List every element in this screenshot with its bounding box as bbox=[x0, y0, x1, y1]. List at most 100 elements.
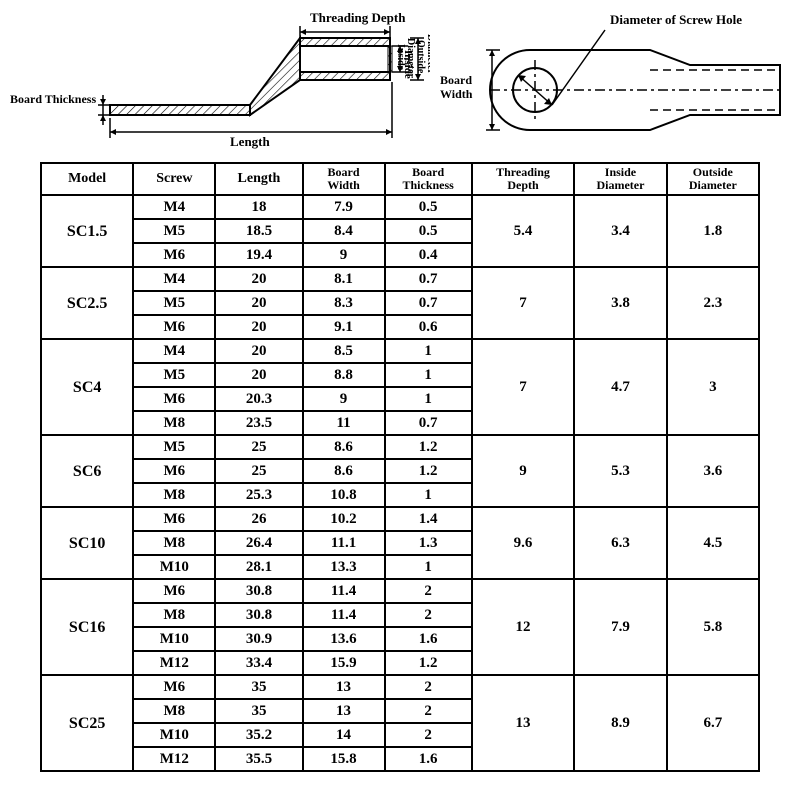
cell-model: SC25 bbox=[41, 675, 133, 771]
cell-board_width: 13.3 bbox=[303, 555, 385, 579]
cell-board_thickness: 1.6 bbox=[385, 747, 472, 771]
label-outside-diameter-text2: Diameter bbox=[425, 34, 430, 75]
cell-screw: M10 bbox=[133, 555, 215, 579]
cell-outside_diameter: 2.3 bbox=[667, 267, 759, 339]
cell-board_thickness: 1 bbox=[385, 387, 472, 411]
cell-length: 30.9 bbox=[215, 627, 302, 651]
table-row: SC1.5M4187.90.55.43.41.8 bbox=[41, 195, 759, 219]
cell-board_width: 7.9 bbox=[303, 195, 385, 219]
cell-screw: M6 bbox=[133, 243, 215, 267]
cell-screw: M8 bbox=[133, 699, 215, 723]
cell-length: 35.5 bbox=[215, 747, 302, 771]
cell-length: 35 bbox=[215, 675, 302, 699]
cell-board_thickness: 2 bbox=[385, 723, 472, 747]
cell-board_width: 10.8 bbox=[303, 483, 385, 507]
side-view-diagram: Threading Depth Inside Inside Diameter O… bbox=[10, 10, 430, 150]
col-header: Model bbox=[41, 163, 133, 195]
cell-board_thickness: 0.6 bbox=[385, 315, 472, 339]
cell-length: 25 bbox=[215, 435, 302, 459]
cell-length: 20 bbox=[215, 291, 302, 315]
cell-model: SC10 bbox=[41, 507, 133, 579]
cell-screw: M6 bbox=[133, 579, 215, 603]
cell-board_width: 13 bbox=[303, 675, 385, 699]
cell-length: 26.4 bbox=[215, 531, 302, 555]
cell-board_thickness: 2 bbox=[385, 603, 472, 627]
col-header: ThreadingDepth bbox=[472, 163, 575, 195]
cell-screw: M4 bbox=[133, 195, 215, 219]
table-row: SC16M630.811.42127.95.8 bbox=[41, 579, 759, 603]
cell-board_width: 8.4 bbox=[303, 219, 385, 243]
cell-board_width: 15.9 bbox=[303, 651, 385, 675]
cell-length: 20 bbox=[215, 267, 302, 291]
cell-length: 35.2 bbox=[215, 723, 302, 747]
cell-screw: M5 bbox=[133, 435, 215, 459]
cell-board_thickness: 1.2 bbox=[385, 459, 472, 483]
cell-length: 30.8 bbox=[215, 603, 302, 627]
cell-screw: M5 bbox=[133, 219, 215, 243]
cell-screw: M8 bbox=[133, 411, 215, 435]
cell-board_width: 11.4 bbox=[303, 579, 385, 603]
cell-screw: M10 bbox=[133, 627, 215, 651]
cell-board_width: 11 bbox=[303, 411, 385, 435]
cell-threading_depth: 9.6 bbox=[472, 507, 575, 579]
cell-board_width: 13.6 bbox=[303, 627, 385, 651]
cell-outside_diameter: 3.6 bbox=[667, 435, 759, 507]
cell-board_width: 10.2 bbox=[303, 507, 385, 531]
cell-board_thickness: 2 bbox=[385, 699, 472, 723]
cell-inside_diameter: 3.8 bbox=[574, 267, 666, 339]
cell-board_thickness: 1 bbox=[385, 483, 472, 507]
cell-board_thickness: 2 bbox=[385, 675, 472, 699]
cell-model: SC2.5 bbox=[41, 267, 133, 339]
cell-board_thickness: 1 bbox=[385, 555, 472, 579]
col-header: OutsideDiameter bbox=[667, 163, 759, 195]
cell-board_thickness: 1 bbox=[385, 363, 472, 387]
cell-screw: M4 bbox=[133, 339, 215, 363]
label-outside-diameter-text: Outside bbox=[415, 40, 426, 74]
table-header: ModelScrewLengthBoardWidthBoardThickness… bbox=[41, 163, 759, 195]
label-inside-diameter-text: Inside bbox=[395, 44, 406, 71]
col-header: Screw bbox=[133, 163, 215, 195]
cell-screw: M6 bbox=[133, 675, 215, 699]
cell-model: SC16 bbox=[41, 579, 133, 675]
cell-inside_diameter: 5.3 bbox=[574, 435, 666, 507]
cell-board_thickness: 0.5 bbox=[385, 219, 472, 243]
cell-inside_diameter: 7.9 bbox=[574, 579, 666, 675]
cell-length: 20 bbox=[215, 315, 302, 339]
label-inside-diameter-text2: Diameter bbox=[405, 38, 416, 79]
label-length: Length bbox=[230, 134, 271, 149]
cell-threading_depth: 7 bbox=[472, 267, 575, 339]
cell-board_thickness: 1.2 bbox=[385, 651, 472, 675]
cell-board_thickness: 1.3 bbox=[385, 531, 472, 555]
cell-length: 20 bbox=[215, 339, 302, 363]
label-diameter-screw-hole: Diameter of Screw Hole bbox=[610, 12, 742, 27]
cell-length: 20.3 bbox=[215, 387, 302, 411]
top-view-diagram: Diameter of Screw Hole Board Width bbox=[440, 10, 790, 150]
cell-inside_diameter: 6.3 bbox=[574, 507, 666, 579]
cell-length: 33.4 bbox=[215, 651, 302, 675]
cell-screw: M5 bbox=[133, 363, 215, 387]
cell-board_thickness: 0.4 bbox=[385, 243, 472, 267]
cell-length: 18.5 bbox=[215, 219, 302, 243]
cell-threading_depth: 13 bbox=[472, 675, 575, 771]
label-board-width-2: Width bbox=[440, 87, 473, 101]
cell-length: 35 bbox=[215, 699, 302, 723]
cell-board_width: 9 bbox=[303, 243, 385, 267]
cell-board_thickness: 0.7 bbox=[385, 411, 472, 435]
cell-board_width: 8.1 bbox=[303, 267, 385, 291]
cell-screw: M6 bbox=[133, 507, 215, 531]
cell-length: 19.4 bbox=[215, 243, 302, 267]
cell-length: 28.1 bbox=[215, 555, 302, 579]
table-row: SC10M62610.21.49.66.34.5 bbox=[41, 507, 759, 531]
cell-screw: M6 bbox=[133, 315, 215, 339]
cell-board_width: 8.3 bbox=[303, 291, 385, 315]
label-board-width-1: Board bbox=[440, 73, 472, 87]
cell-board_width: 15.8 bbox=[303, 747, 385, 771]
cell-board_width: 9 bbox=[303, 387, 385, 411]
spec-table: ModelScrewLengthBoardWidthBoardThickness… bbox=[40, 162, 760, 772]
cell-board_width: 8.8 bbox=[303, 363, 385, 387]
cell-screw: M12 bbox=[133, 747, 215, 771]
cell-outside_diameter: 3 bbox=[667, 339, 759, 435]
cell-length: 20 bbox=[215, 363, 302, 387]
cell-outside_diameter: 5.8 bbox=[667, 579, 759, 675]
cell-length: 30.8 bbox=[215, 579, 302, 603]
